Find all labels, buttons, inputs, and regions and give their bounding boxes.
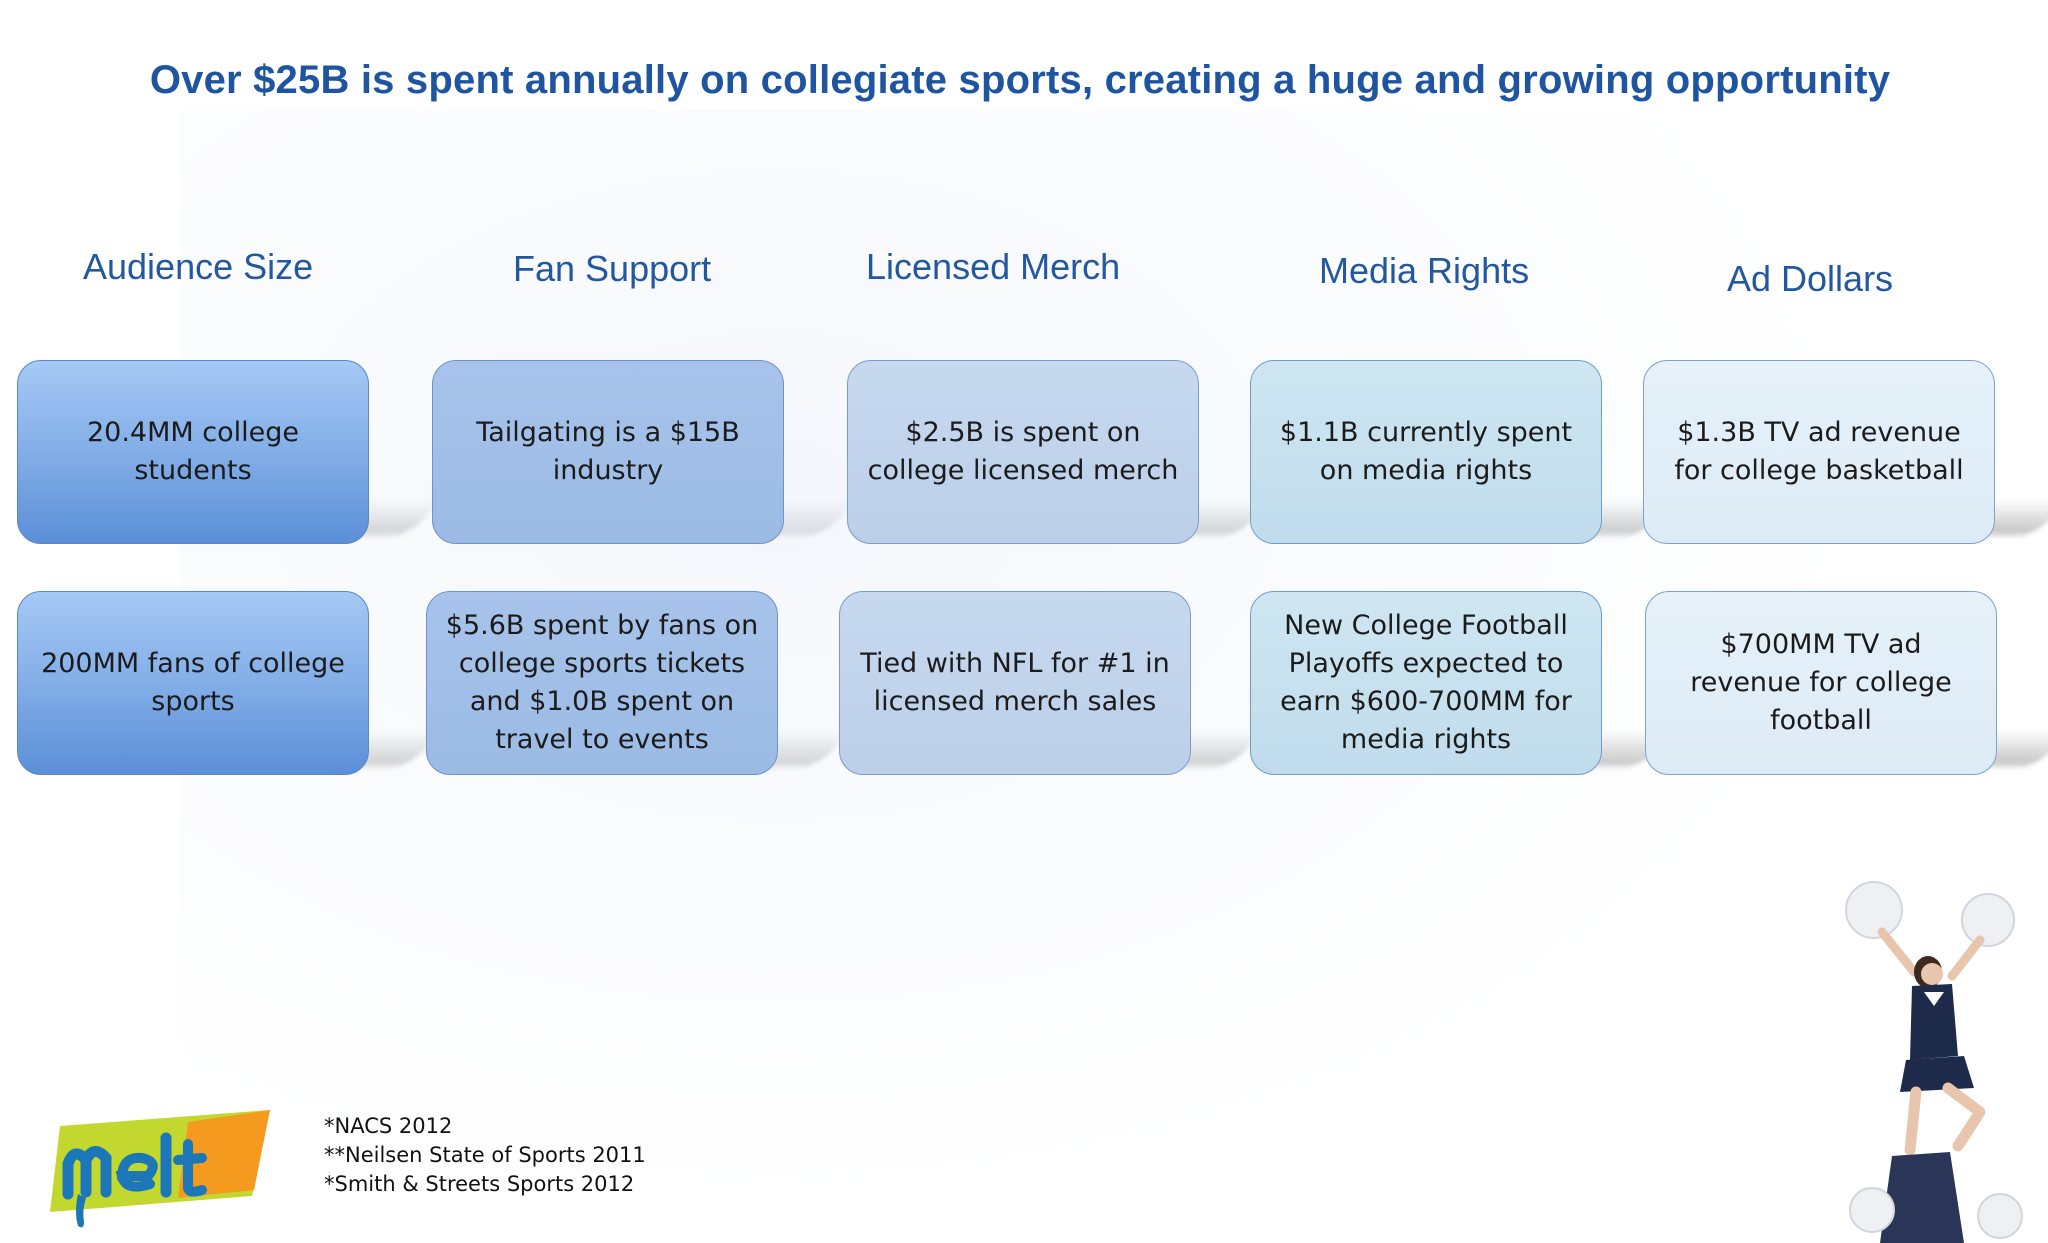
source-footnotes: *NACS 2012 **Neilsen State of Sports 201… [324,1112,646,1199]
slide-title: Over $25B is spent annually on collegiat… [149,58,1891,102]
heading-media-rights: Media Rights [1319,250,1530,291]
footnote: **Neilsen State of Sports 2011 [324,1143,646,1167]
card-audience-students: 20.4MM college students [17,360,369,544]
heading-audience-size: Audience Size [83,246,314,287]
heading-fan-support: Fan Support [513,248,712,289]
card-fan-tailgating: Tailgating is a $15B industry [432,360,784,544]
heading-ad-dollars: Ad Dollars [1727,258,1894,299]
footnote: *NACS 2012 [324,1114,453,1138]
card-media-current: $1.1B currently spent on media rights [1250,360,1602,544]
card-ad-basketball: $1.3B TV ad revenue for college basketba… [1643,360,1995,544]
melt-logo [50,1110,270,1228]
heading-licensed-merch: Licensed Merch [866,246,1121,287]
card-media-playoffs: New College Football Playoffs expected t… [1250,591,1602,775]
card-audience-fans: 200MM fans of college sports [17,591,369,775]
card-merch-spend: $2.5B is spent on college licensed merch [847,360,1199,544]
footnote: *Smith & Streets Sports 2012 [324,1172,635,1196]
card-merch-nfl-tie: Tied with NFL for #1 in licensed merch s… [839,591,1191,775]
card-ad-football: $700MM TV ad revenue for college footbal… [1645,591,1997,775]
card-fan-tickets-travel: $5.6B spent by fans on college sports ti… [426,591,778,775]
cheerleader-image [1845,881,2023,1243]
